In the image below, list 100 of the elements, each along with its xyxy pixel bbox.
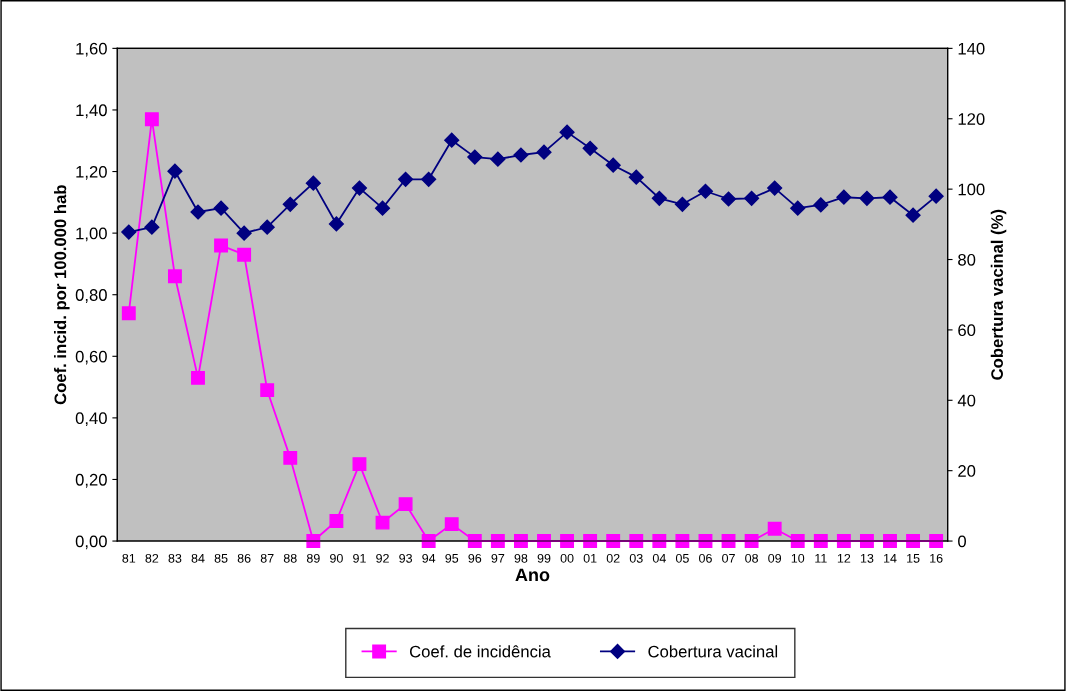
y-tick-label: 0,60 [75, 350, 107, 365]
point [628, 169, 644, 185]
x-tick-label: 07 [722, 553, 735, 563]
point [282, 196, 298, 212]
point [144, 112, 159, 127]
x-tick-label: 01 [583, 553, 597, 563]
y-axis-title: Coef. incid. por 100.000 hab [54, 185, 70, 405]
point [444, 517, 459, 532]
y-tick-label: 1,20 [76, 165, 107, 180]
x-tick-label: 92 [376, 553, 389, 563]
legend-label: Cobertura vacinal [648, 645, 778, 658]
point [375, 515, 390, 530]
x-tick-label: 87 [260, 553, 274, 563]
point [859, 190, 875, 206]
legend-label: Coef. de incidência [409, 645, 551, 658]
x-tick-label: 04 [652, 553, 666, 563]
x-tick-label: 15 [907, 554, 920, 563]
x-tick-label: 97 [491, 553, 505, 563]
y-tick-label: 0,40 [75, 412, 107, 427]
point [582, 140, 598, 156]
y-tick-label: 0,20 [75, 473, 107, 488]
point [374, 200, 391, 216]
point [214, 238, 229, 253]
x-tick-label: 96 [468, 553, 482, 563]
point [674, 196, 690, 212]
point [813, 197, 829, 213]
x-tick-label: 16 [930, 553, 943, 563]
point [144, 219, 160, 235]
y2-axis-title: Cobertura vacinal (%) [990, 209, 1007, 380]
point [191, 370, 205, 385]
x-tick-label: 12 [837, 553, 851, 563]
x-tick-label: 81 [122, 553, 136, 563]
y2-tick-label: 20 [958, 465, 976, 477]
y2-tick-label: 140 [958, 42, 985, 55]
x-axis-title: Ano [515, 568, 550, 582]
point [559, 124, 575, 140]
point [467, 149, 483, 165]
x-tick-label: 83 [168, 553, 182, 563]
point [213, 200, 229, 216]
x-tick-label: 02 [606, 553, 620, 563]
point [352, 457, 367, 472]
point [490, 151, 506, 167]
x-tick-label: 14 [884, 554, 897, 563]
point [744, 190, 760, 206]
y-tick-label: 0,00 [75, 535, 107, 550]
y2-tick-label: 40 [957, 394, 976, 407]
y2-tick-label: 100 [958, 183, 985, 196]
point [190, 204, 206, 220]
point [513, 147, 529, 163]
x-tick-label: 95 [445, 553, 459, 563]
point [121, 224, 137, 240]
x-tick-label: 11 [815, 554, 827, 563]
x-tick-label: 82 [145, 553, 159, 563]
y-tick-label: 1,00 [76, 227, 107, 242]
point [121, 306, 136, 321]
point [790, 200, 806, 216]
y2-tick-label: 80 [958, 253, 976, 266]
point [237, 247, 252, 262]
x-tick-label: 03 [629, 553, 643, 563]
point [605, 157, 621, 173]
point [260, 383, 275, 398]
point [882, 189, 898, 205]
x-tick-label: 90 [330, 553, 343, 563]
point [398, 171, 414, 187]
x-tick-label: 89 [306, 553, 320, 563]
x-tick-label: 98 [514, 553, 528, 563]
point [697, 183, 714, 199]
x-tick-label: 09 [768, 553, 782, 563]
point [167, 269, 182, 284]
point [651, 190, 667, 206]
point [444, 132, 460, 148]
y-tick-label: 0,80 [75, 289, 107, 303]
point [836, 189, 852, 205]
x-tick-label: 08 [745, 553, 759, 563]
x-tick-label: 93 [399, 553, 412, 563]
y2-tick-label: 0 [958, 535, 967, 548]
point [720, 191, 737, 207]
point [421, 171, 437, 187]
point [767, 521, 782, 536]
x-tick-label: 91 [353, 553, 366, 563]
x-tick-label: 10 [791, 553, 805, 563]
point [767, 180, 783, 196]
point [259, 219, 275, 235]
point [351, 180, 368, 196]
x-tick-label: 13 [860, 553, 874, 563]
y2-tick-label: 60 [958, 324, 976, 337]
x-tick-label: 06 [699, 553, 712, 563]
x-tick-label: 86 [237, 553, 251, 563]
y2-tick-label: 120 [958, 113, 985, 125]
point [305, 175, 321, 191]
point [236, 225, 252, 241]
point [536, 144, 552, 160]
x-tick-label: 88 [283, 553, 297, 563]
x-tick-label: 84 [191, 553, 205, 563]
x-tick-label: 99 [537, 553, 551, 563]
x-tick-label: 05 [675, 553, 689, 563]
point [167, 163, 183, 179]
point [328, 216, 344, 232]
x-tick-label: 94 [422, 553, 436, 563]
point [329, 514, 344, 528]
